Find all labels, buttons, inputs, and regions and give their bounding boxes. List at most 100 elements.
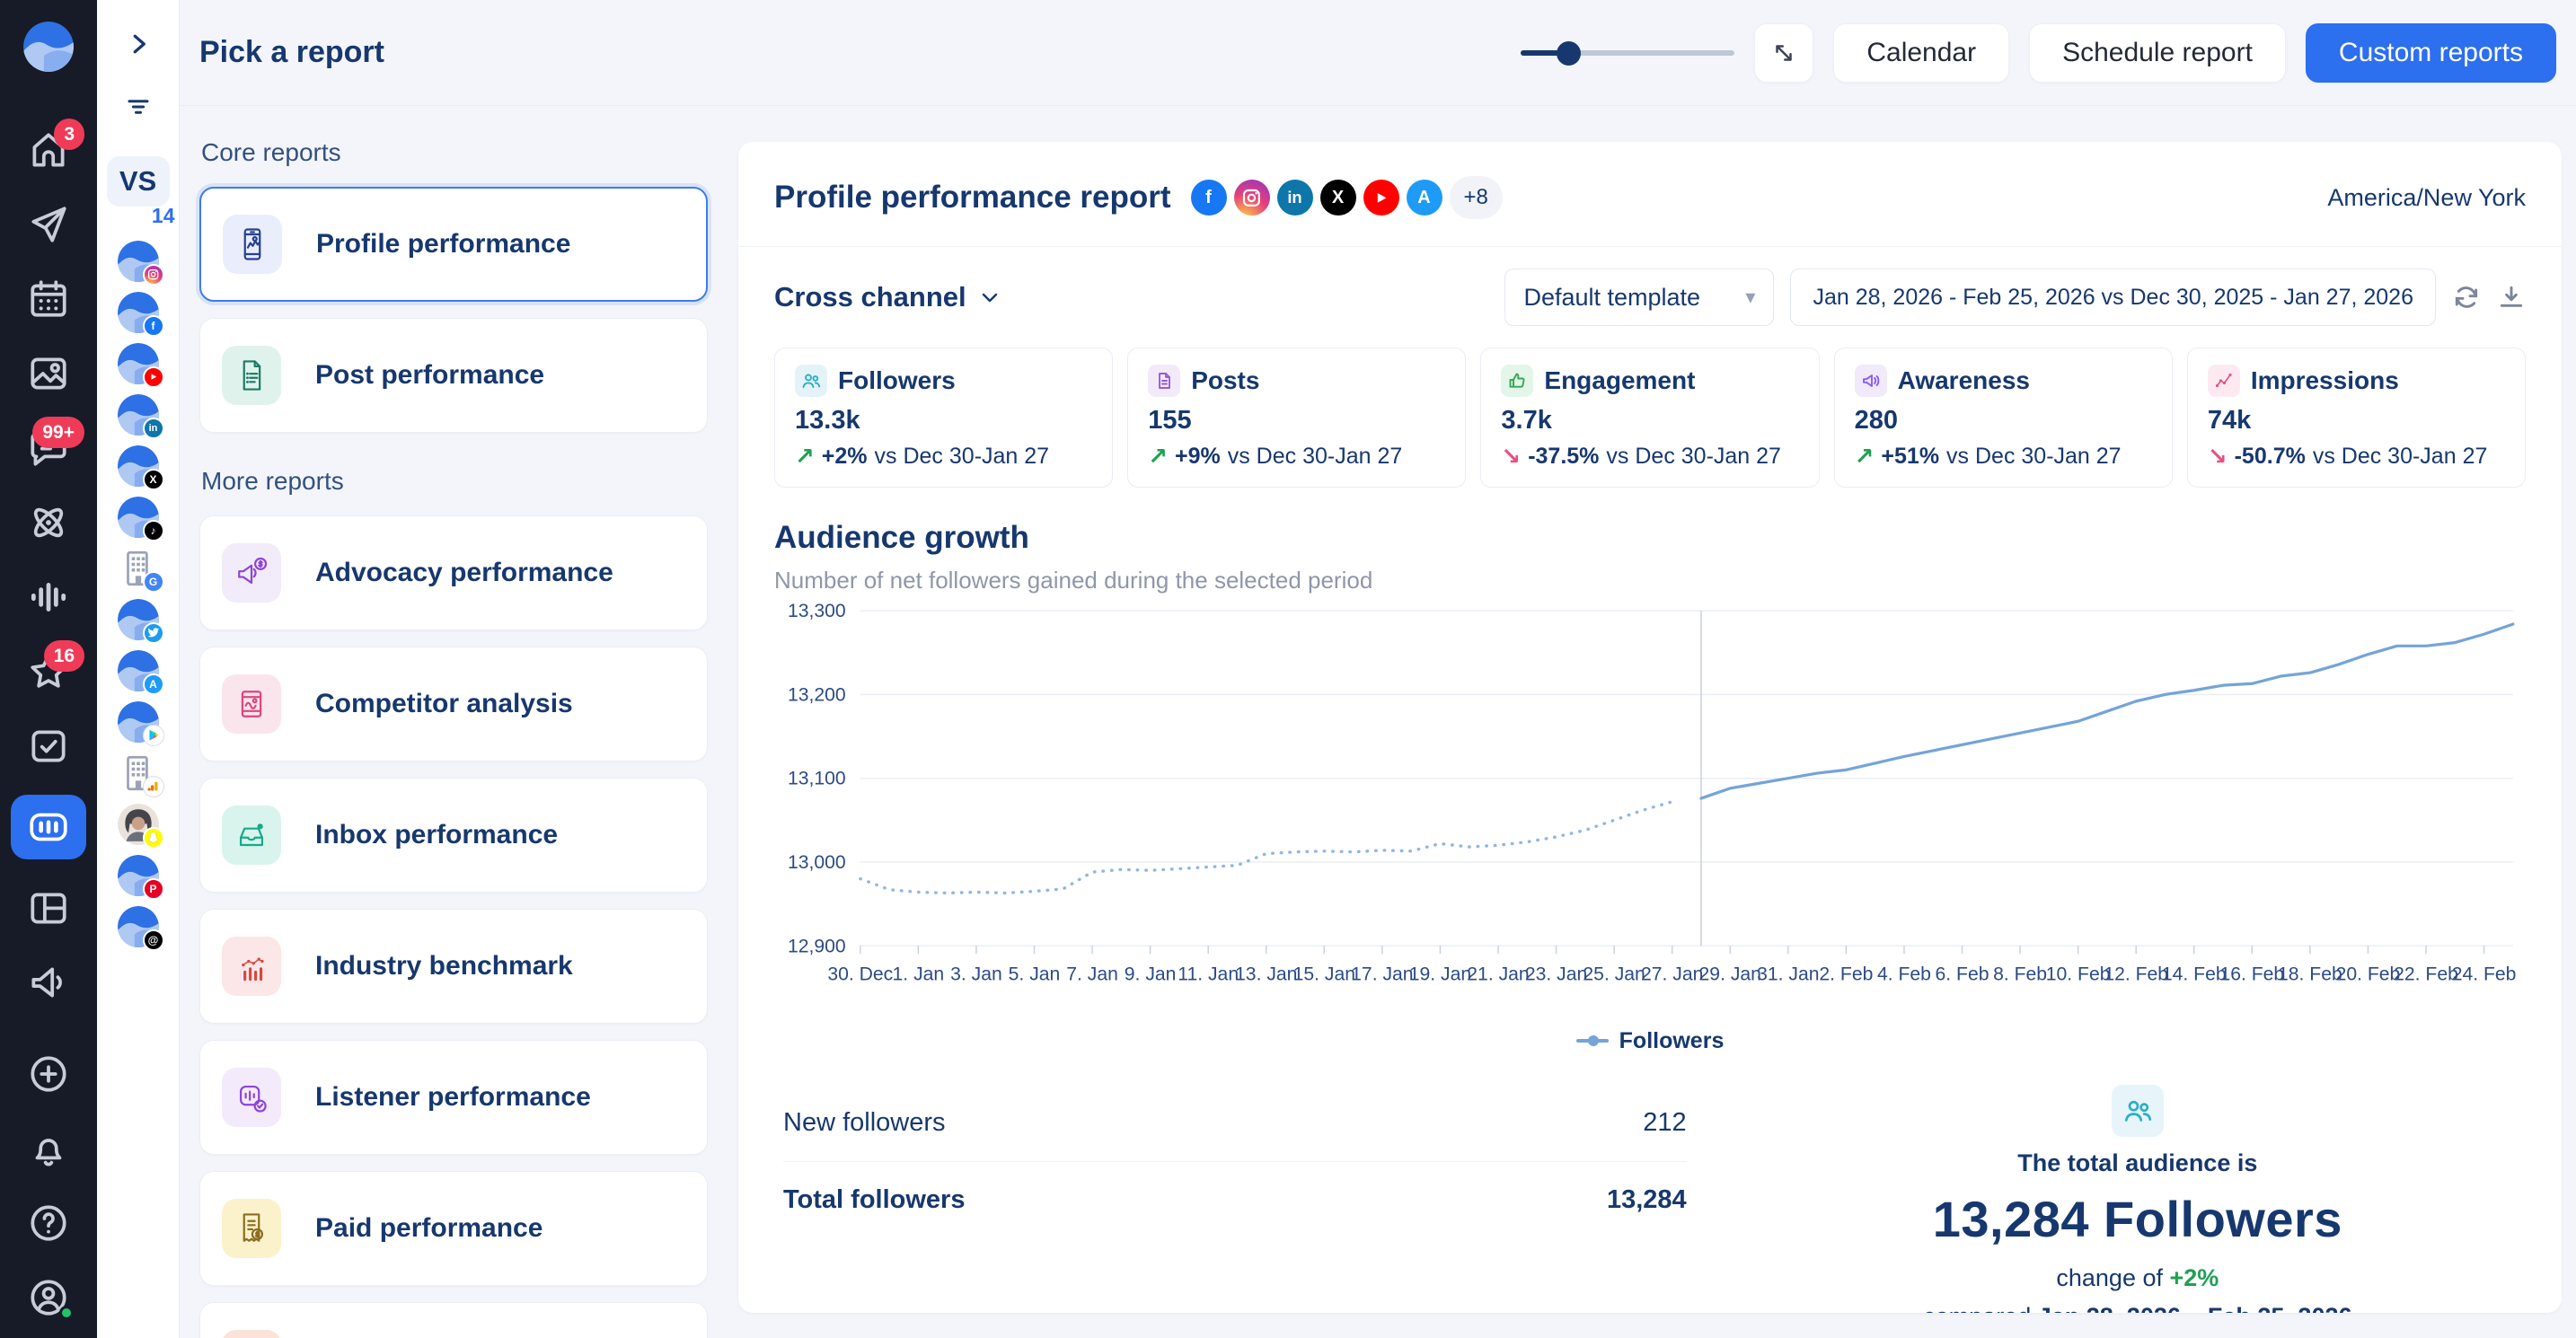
report-card-partial[interactable] bbox=[199, 1302, 708, 1338]
sidebar-item-bell[interactable] bbox=[11, 1122, 86, 1175]
sidebar-item-tables[interactable] bbox=[11, 882, 86, 934]
diagonal-resize-icon bbox=[1770, 40, 1797, 66]
svg-text:20. Feb: 20. Feb bbox=[2336, 964, 2401, 985]
sidebar-item-atom[interactable] bbox=[11, 497, 86, 549]
svg-text:16. Feb: 16. Feb bbox=[2219, 964, 2284, 985]
delta-percent: +9% bbox=[1175, 444, 1221, 470]
profile-snapchat[interactable] bbox=[118, 804, 159, 845]
analytics-badge-icon bbox=[143, 776, 164, 797]
profile-appstore[interactable]: A bbox=[118, 650, 159, 691]
sidebar-item-reports[interactable] bbox=[11, 795, 86, 859]
audience-growth-chart[interactable]: 12,90013,00013,10013,20013,30030. Dec1. … bbox=[774, 594, 2526, 1023]
sidebar-item-send[interactable] bbox=[11, 198, 86, 251]
report-card-inbox-performance[interactable]: Inbox performance bbox=[199, 778, 708, 893]
svg-text:22. Feb: 22. Feb bbox=[2394, 964, 2458, 985]
metric-value: 155 bbox=[1148, 406, 1445, 436]
row-label: Total followers bbox=[783, 1185, 965, 1215]
report-networks: finXA bbox=[1191, 180, 1442, 216]
chart-legend[interactable]: Followers bbox=[774, 1028, 2526, 1054]
metric-card-engagement[interactable]: Engagement3.7k↘-37.5% vs Dec 30-Jan 27 bbox=[1480, 348, 1819, 488]
metric-card-followers[interactable]: Followers13.3k↗+2% vs Dec 30-Jan 27 bbox=[774, 348, 1113, 488]
zoom-slider[interactable] bbox=[1521, 41, 1734, 65]
report-card-paid-performance[interactable]: Paid performance bbox=[199, 1171, 708, 1286]
date-range-picker[interactable]: Jan 28, 2026 - Feb 25, 2026 vs Dec 30, 2… bbox=[1790, 268, 2436, 326]
report-card-industry-benchmark[interactable]: Industry benchmark bbox=[199, 909, 708, 1024]
metric-label: Awareness bbox=[1898, 366, 2030, 395]
profile-youtube[interactable] bbox=[118, 343, 159, 384]
profile-tiktok[interactable]: ♪ bbox=[118, 497, 159, 538]
profile-pinterest[interactable]: P bbox=[118, 855, 159, 896]
profile-gbusiness[interactable]: G bbox=[118, 548, 159, 589]
svg-text:27. Jan: 27. Jan bbox=[1641, 964, 1703, 985]
sidebar-item-help[interactable] bbox=[11, 1197, 86, 1249]
template-select[interactable]: Default template ▾ bbox=[1504, 268, 1774, 326]
sidebar-item-user[interactable] bbox=[11, 1272, 86, 1324]
profile-twitter[interactable] bbox=[118, 599, 159, 640]
calendar-button[interactable]: Calendar bbox=[1833, 23, 2009, 83]
report-card-profile-performance[interactable]: Profile performance bbox=[199, 187, 708, 302]
chart-title: Audience growth bbox=[774, 520, 2526, 556]
pinterest-badge-icon: P bbox=[143, 878, 164, 900]
metric-card-impressions[interactable]: Impressions74k↘-50.7% vs Dec 30-Jan 27 bbox=[2187, 348, 2526, 488]
sidebar-item-chat[interactable]: 99+ bbox=[11, 422, 86, 474]
profile-analytics[interactable] bbox=[118, 753, 159, 794]
channel-selector[interactable]: Cross channel bbox=[774, 281, 1001, 313]
svg-text:11. Jan: 11. Jan bbox=[1178, 964, 1239, 985]
profile-gplay[interactable] bbox=[118, 701, 159, 743]
trend-up-icon: ↗ bbox=[1148, 443, 1168, 471]
profile-list: f in X ♪ G A P @ bbox=[118, 241, 159, 947]
report-header: Profile performance report finXA +8 Amer… bbox=[738, 142, 2562, 247]
followers-people-icon bbox=[2112, 1085, 2164, 1137]
posts-icon bbox=[1148, 365, 1180, 397]
browser-wave-icon bbox=[222, 1330, 281, 1338]
report-card-listener-performance[interactable]: Listener performance bbox=[199, 1040, 708, 1155]
metric-value: 280 bbox=[1855, 406, 2152, 436]
twitter-badge-icon bbox=[143, 622, 164, 644]
audience-growth-section: Audience growth Number of net followers … bbox=[738, 497, 2562, 1054]
custom-reports-button[interactable]: Custom reports bbox=[2306, 23, 2556, 83]
metric-card-posts[interactable]: Posts155↗+9% vs Dec 30-Jan 27 bbox=[1127, 348, 1466, 488]
sidebar-item-star[interactable]: 16 bbox=[11, 646, 86, 698]
tables-icon bbox=[26, 885, 71, 930]
svg-text:14. Feb: 14. Feb bbox=[2162, 964, 2227, 985]
sidebar-item-waveform[interactable] bbox=[11, 571, 86, 623]
profile-instagram[interactable] bbox=[118, 241, 159, 282]
sidebar-item-calendar[interactable] bbox=[11, 273, 86, 325]
profile-facebook[interactable]: f bbox=[118, 292, 159, 333]
sidebar-item-home[interactable]: 3 bbox=[11, 124, 86, 176]
report-card-label: Listener performance bbox=[315, 1082, 591, 1113]
table-row-new-followers: New followers212 bbox=[783, 1085, 1687, 1162]
metric-header: Engagement bbox=[1501, 365, 1798, 397]
report-card-label: Post performance bbox=[315, 360, 544, 391]
section-title: More reports bbox=[201, 467, 708, 496]
svg-text:12,900: 12,900 bbox=[788, 936, 846, 956]
profile-threads[interactable]: @ bbox=[118, 906, 159, 947]
change-value: +2% bbox=[2170, 1264, 2219, 1291]
expand-view-button[interactable] bbox=[1754, 23, 1813, 83]
app-logo[interactable] bbox=[23, 22, 74, 72]
profile-group-count: 14 bbox=[152, 204, 175, 228]
delta-percent: +2% bbox=[822, 444, 868, 470]
download-button[interactable] bbox=[2497, 283, 2526, 312]
profile-x[interactable]: X bbox=[118, 445, 159, 487]
metric-card-awareness[interactable]: Awareness280↗+51% vs Dec 30-Jan 27 bbox=[1834, 348, 2173, 488]
sidebar-item-tasks[interactable] bbox=[11, 720, 86, 772]
report-card-competitor-analysis[interactable]: Competitor analysis bbox=[199, 647, 708, 761]
schedule-report-button[interactable]: Schedule report bbox=[2029, 23, 2286, 83]
profile-group-vs[interactable]: VS 14 bbox=[107, 156, 170, 207]
instagram-icon bbox=[1234, 180, 1270, 216]
report-card-post-performance[interactable]: Post performance bbox=[199, 318, 708, 433]
table-row-total-followers: Total followers13,284 bbox=[783, 1162, 1687, 1238]
profile-linkedin[interactable]: in bbox=[118, 394, 159, 436]
expand-rail-chevron-icon[interactable] bbox=[125, 31, 152, 57]
legend-marker-followers bbox=[1576, 1039, 1609, 1043]
profile-group-label: VS bbox=[107, 156, 170, 207]
sidebar-item-image[interactable] bbox=[11, 348, 86, 400]
sidebar-item-plus[interactable] bbox=[11, 1048, 86, 1100]
filter-icon[interactable] bbox=[123, 93, 154, 120]
slider-knob[interactable] bbox=[1557, 41, 1581, 66]
more-networks-badge[interactable]: +8 bbox=[1450, 176, 1503, 219]
refresh-button[interactable] bbox=[2452, 283, 2481, 312]
sidebar-item-megaphone[interactable] bbox=[11, 956, 86, 1008]
report-card-advocacy-performance[interactable]: Advocacy performance bbox=[199, 515, 708, 630]
